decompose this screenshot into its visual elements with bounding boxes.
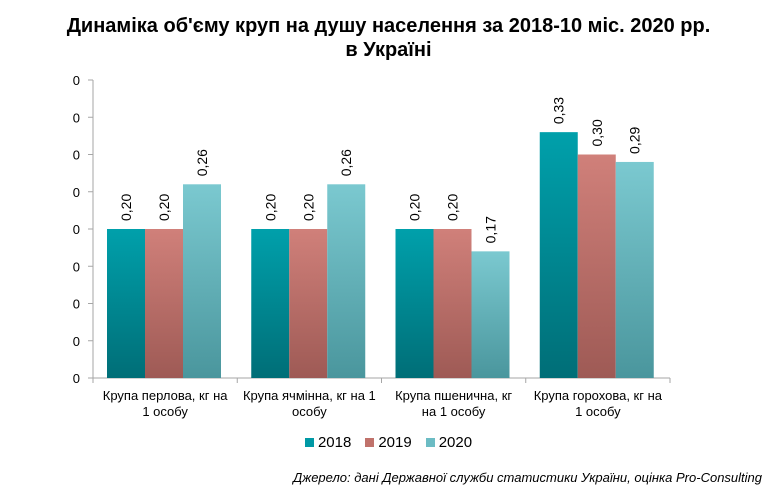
legend-label: 2018 [317, 434, 352, 451]
legend-swatch [304, 438, 314, 447]
bar-2019-cat-2 [289, 229, 328, 378]
data-label-2020-cat-2: 0,26 [338, 149, 354, 176]
legend-item-2020: 2020 [425, 434, 473, 451]
data-label-2018-cat-2: 0,20 [262, 194, 278, 221]
category-label-3: Крупа пшенична, кг на 1 особу [395, 388, 512, 419]
y-tick-label: 0 [73, 73, 80, 88]
bar-2019-cat-3 [433, 229, 472, 378]
y-tick-label: 0 [73, 371, 80, 386]
legend-label: 2020 [438, 434, 473, 451]
y-tick-label: 0 [73, 185, 80, 200]
bar-2019-cat-1 [145, 229, 183, 378]
data-label-2018-cat-1: 0,20 [118, 194, 134, 221]
category-label-4: Крупа горохова, кг на 1 особу [534, 388, 663, 419]
y-tick-label: 0 [73, 148, 80, 163]
data-label-2020-cat-4: 0,29 [627, 126, 643, 153]
legend-label: 2019 [378, 434, 412, 451]
data-label-2019-cat-2: 0,20 [300, 194, 316, 221]
bar-2018-cat-1 [107, 229, 145, 378]
data-label-2019-cat-3: 0,20 [445, 194, 461, 221]
chart-title-line-1: Динаміка об'єму круп на душу населення з… [66, 15, 711, 37]
bar-2018-cat-3 [395, 229, 434, 378]
bar-2020-cat-2 [327, 184, 366, 378]
y-tick-label: 0 [73, 334, 80, 349]
y-tick-label: 0 [73, 222, 80, 237]
legend-item-2019: 2019 [365, 434, 412, 451]
chart-title-line-2: в Україні [345, 39, 432, 61]
y-tick-label: 0 [73, 110, 80, 125]
bar-chart: 0 0 0 0 0 0 0 0 0 0,20 0,20 0,26 Крупа перлова, кг н… [73, 73, 671, 419]
data-label-2019-cat-4: 0,30 [589, 119, 605, 146]
bar-2019-cat-4 [577, 154, 616, 378]
bar-2020-cat-3 [471, 251, 510, 378]
category-label-1: Крупа перлова, кг на 1 особу [103, 388, 228, 419]
data-label-2020-cat-1: 0,26 [194, 149, 210, 176]
legend: 2018 2019 2020 [0, 434, 777, 451]
bar-2018-cat-2 [251, 229, 290, 378]
bar-2018-cat-4 [539, 132, 578, 378]
y-tick-label: 0 [73, 259, 80, 274]
category-label-2: Крупа ячмінна, кг на 1 особу [243, 388, 376, 419]
legend-item-2018: 2018 [304, 434, 352, 451]
data-label-2018-cat-4: 0,33 [551, 97, 567, 124]
data-label-2019-cat-1: 0,20 [156, 194, 172, 221]
bar-2020-cat-4 [615, 161, 654, 378]
legend-swatch [425, 438, 435, 447]
bar-2020-cat-1 [183, 184, 221, 378]
y-tick-label: 0 [73, 297, 80, 312]
data-label-2020-cat-3: 0,17 [483, 216, 499, 243]
source-note: Джерело: дані Державної служби статистик… [293, 470, 762, 485]
legend-swatch [365, 438, 375, 447]
data-label-2018-cat-3: 0,20 [407, 194, 423, 221]
chart-title: Динаміка об'єму круп на душу населення з… [0, 14, 777, 62]
